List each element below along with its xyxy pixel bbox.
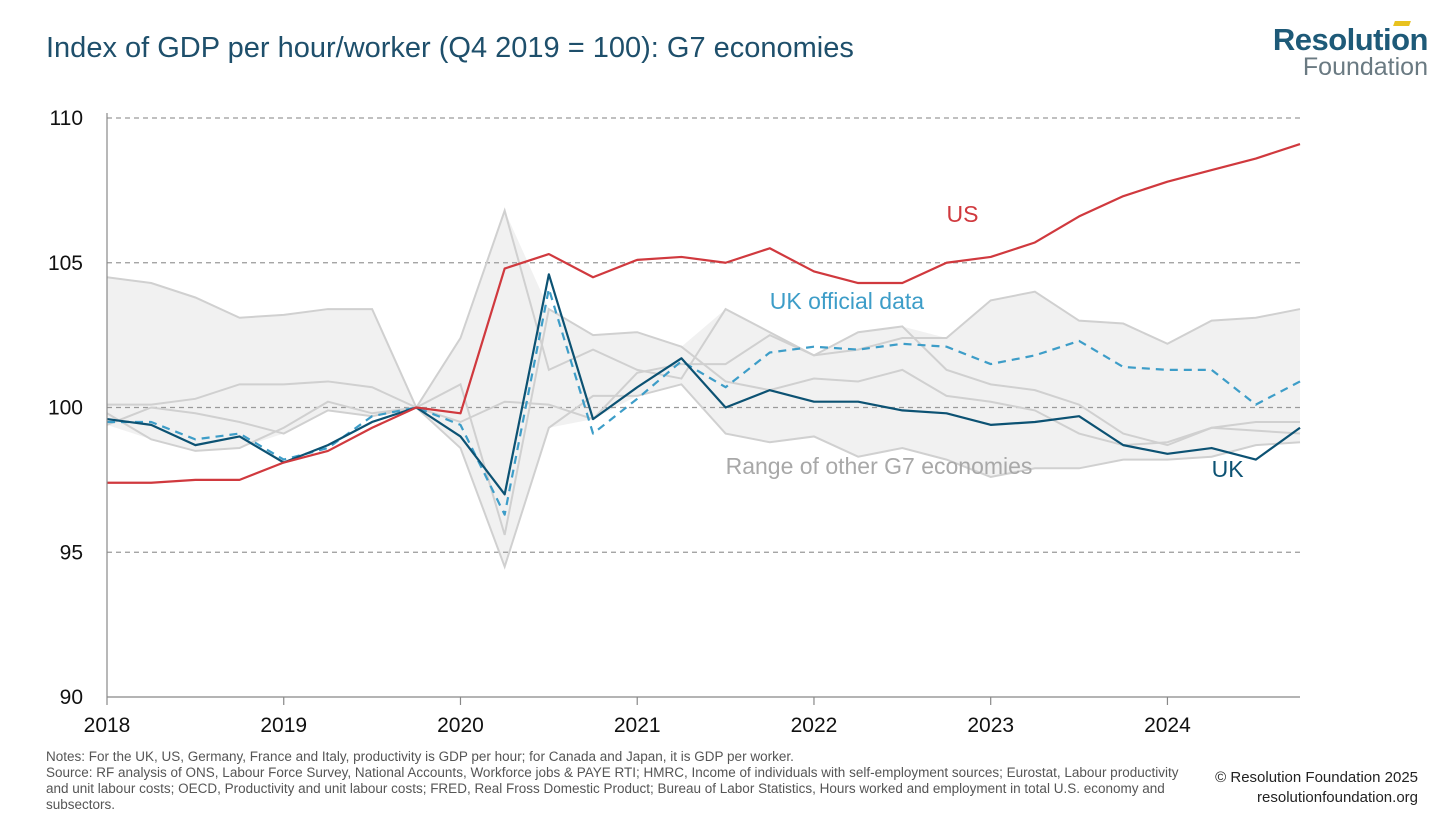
axes: 90 95 100 105 110 2018 2019 2020 2021 2022 2023 202… <box>48 107 1300 737</box>
chart-title: Index of GDP per hour/worker (Q4 2019 = … <box>46 32 854 64</box>
series-labels: US UK official data Range of other G7 econ… <box>726 201 1245 482</box>
other-g7-lines <box>106 207 1301 570</box>
us-series-label: US <box>947 201 979 227</box>
us-series-line <box>107 143 1301 484</box>
gridlines <box>107 117 1300 553</box>
x-tick-label: 2023 <box>967 714 1014 737</box>
logo-wordmark-bottom: Foundation <box>1302 53 1428 81</box>
other-g7-series-line <box>106 383 1301 570</box>
x-tick-label: 2020 <box>437 714 484 737</box>
y-tick-label: 100 <box>48 397 83 420</box>
y-tick-label: 105 <box>48 252 83 275</box>
uk-series-line <box>106 273 1301 496</box>
x-tick-label: 2022 <box>791 714 838 737</box>
chart-notes: Notes: For the UK, US, Germany, France a… <box>46 749 1196 813</box>
x-tick-label: 2024 <box>1144 714 1191 737</box>
other-g7-series-line <box>106 290 1301 435</box>
notes-line: Notes: For the UK, US, Germany, France a… <box>46 749 794 764</box>
website-link[interactable]: resolutionfoundation.org <box>1257 789 1418 806</box>
main-series-lines <box>106 143 1301 516</box>
g7-range-layer <box>107 210 1300 567</box>
y-tick-label: 90 <box>60 686 83 709</box>
resolution-foundation-logo: Resolution Foundation <box>1272 21 1429 81</box>
x-tick-label: 2019 <box>260 714 307 737</box>
range-label: Range of other G7 economies <box>726 453 1033 479</box>
source-line: Source: RF analysis of ONS, Labour Force… <box>46 765 1179 812</box>
uk-series-label: UK <box>1212 456 1245 482</box>
copyright-block: © Resolution Foundation 2025 resolutionf… <box>1215 768 1418 808</box>
logo-wordmark-top: Resolution <box>1272 22 1429 57</box>
x-tick-label: 2018 <box>84 714 131 737</box>
g7-range-band <box>107 210 1300 567</box>
other-g7-series-line <box>106 207 1301 447</box>
uk-official-series-label: UK official data <box>770 288 924 314</box>
y-tick-label: 95 <box>60 541 83 564</box>
copyright-text: © Resolution Foundation 2025 <box>1215 769 1418 786</box>
x-tick-label: 2021 <box>614 714 661 737</box>
y-tick-label: 110 <box>50 107 83 130</box>
